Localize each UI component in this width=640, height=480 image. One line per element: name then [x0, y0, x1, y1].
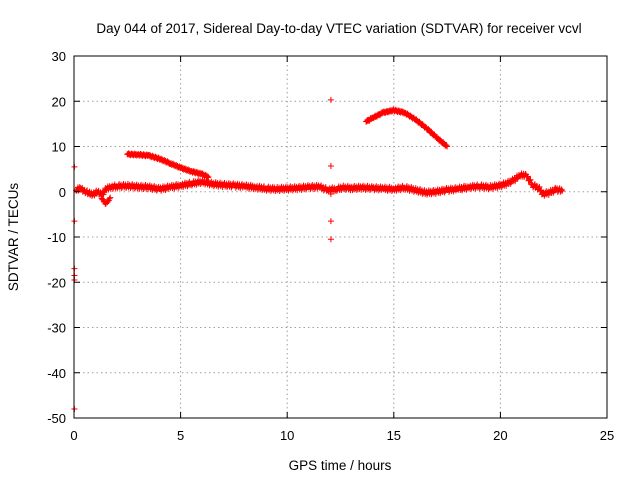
main-band-point	[165, 185, 172, 192]
data-points	[71, 96, 566, 412]
x-tick-label: 20	[493, 428, 507, 443]
outlier-point	[327, 96, 334, 103]
x-tick-label: 15	[387, 428, 401, 443]
main-band-point	[184, 183, 191, 190]
dip-point	[98, 195, 105, 202]
y-tick-label: 10	[52, 140, 66, 155]
y-tick-label: -40	[47, 366, 66, 381]
main-band-point	[489, 185, 496, 192]
x-tick-label: 10	[280, 428, 294, 443]
main-band-point	[557, 187, 564, 194]
x-tick-label: 25	[600, 428, 614, 443]
main-band-point	[311, 185, 318, 192]
main-band-point	[450, 188, 457, 195]
main-band-point	[314, 185, 321, 192]
main-band-point	[162, 187, 169, 194]
grid-lines	[74, 56, 607, 418]
x-tick-label: 0	[70, 428, 77, 443]
main-band-point	[494, 184, 501, 191]
chart-title: Day 044 of 2017, Sidereal Day-to-day VTE…	[96, 21, 581, 36]
dip-point	[106, 195, 113, 202]
y-axis-label: SDTVAR / TECUs	[6, 183, 21, 292]
y-tick-label: -10	[47, 230, 66, 245]
main-band-point	[393, 187, 400, 194]
main-band-point	[333, 187, 340, 194]
main-band-point	[188, 182, 195, 189]
outlier-point	[327, 218, 334, 225]
main-band-point	[463, 186, 470, 193]
y-tick-label: -20	[47, 275, 66, 290]
main-band-point	[322, 184, 329, 191]
y-tick-label: 20	[52, 94, 66, 109]
main-band-point	[437, 190, 444, 197]
main-band-point	[537, 187, 544, 194]
main-band-point	[533, 182, 540, 189]
y-tick-label: 0	[59, 185, 66, 200]
main-band-point	[180, 184, 187, 191]
main-band-point	[558, 186, 565, 193]
main-band-point	[459, 187, 466, 194]
main-band-point	[541, 192, 548, 199]
upper-arc-1-point	[203, 173, 210, 180]
dip-point	[107, 194, 114, 201]
main-band-point	[527, 176, 534, 183]
main-band-point	[193, 181, 200, 188]
main-band-point	[441, 189, 448, 196]
y-tick-label: 30	[52, 49, 66, 64]
main-band-point	[524, 173, 531, 180]
main-band-point	[432, 190, 439, 197]
main-band-point	[536, 183, 543, 190]
x-tick-label: 5	[177, 428, 184, 443]
main-band-point	[375, 187, 382, 194]
main-band-point	[109, 185, 116, 192]
main-band-point	[442, 187, 449, 194]
main-band-point	[452, 187, 459, 194]
axis-ticks: 0 5 10 15 20 25 -50 -40 -30 -20 -10 0 10 20 30	[47, 49, 614, 443]
y-tick-label: -50	[47, 411, 66, 426]
outlier-point	[327, 186, 334, 193]
y-tick-label: -30	[47, 321, 66, 336]
outlier-point	[327, 236, 334, 243]
main-band-point	[171, 185, 178, 192]
outlier-point	[327, 162, 334, 169]
main-band-point	[175, 184, 182, 191]
upper-arc-1-point	[204, 174, 211, 181]
upper-arc-2-point	[443, 142, 450, 149]
main-band-point	[158, 187, 165, 194]
x-axis-label: GPS time / hours	[289, 458, 392, 473]
